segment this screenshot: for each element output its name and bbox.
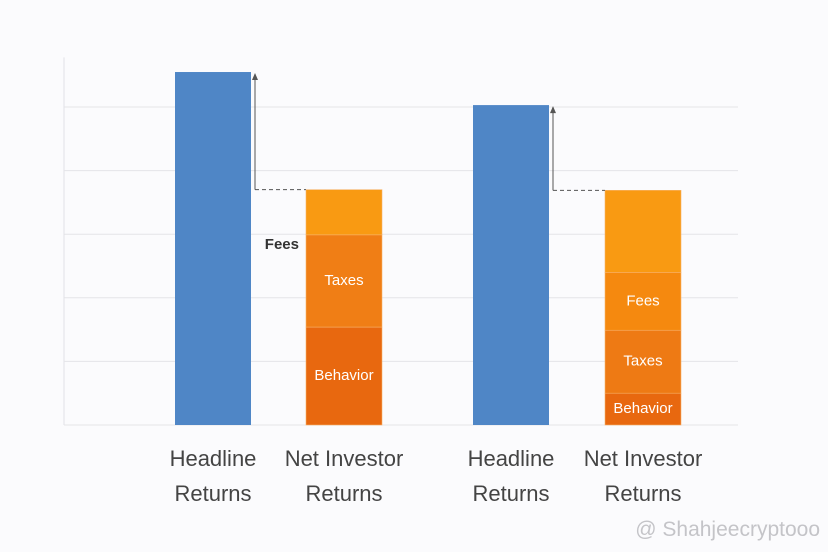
segment-label: Fees	[626, 292, 659, 309]
segment-label: Behavior	[314, 367, 373, 384]
watermark: @ Shahjeecryptooo	[635, 518, 820, 541]
net-segment	[305, 234, 383, 328]
net-segment	[604, 272, 682, 331]
x-tick-label: Headline Returns	[467, 446, 555, 506]
x-tick-label: Headline Returns	[169, 446, 257, 506]
segment-label: Taxes	[623, 353, 662, 370]
segment-label: Behavior	[613, 400, 672, 417]
net-segment	[305, 189, 383, 236]
x-tick-label: Net Investor Returns	[284, 446, 404, 506]
arrow-head	[550, 106, 556, 114]
net-segment	[604, 392, 682, 426]
segment-label: Fees	[265, 236, 299, 253]
net-segment	[604, 329, 682, 394]
segment-label: Taxes	[324, 272, 363, 289]
x-tick-label: Net Investor Returns	[583, 446, 703, 506]
headline-bar	[473, 105, 549, 425]
net-segment	[604, 190, 682, 273]
arrow-head	[252, 73, 258, 81]
headline-bar	[175, 72, 251, 426]
